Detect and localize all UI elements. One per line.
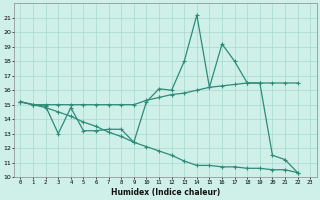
X-axis label: Humidex (Indice chaleur): Humidex (Indice chaleur) bbox=[111, 188, 220, 197]
